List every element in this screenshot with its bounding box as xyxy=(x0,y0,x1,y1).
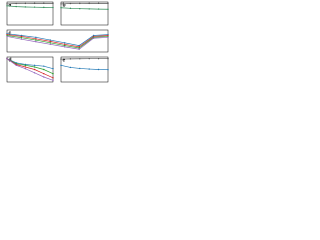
data-point xyxy=(49,39,51,41)
series-line xyxy=(6,35,109,49)
series-line xyxy=(6,5,54,8)
data-point xyxy=(64,44,66,47)
series-line xyxy=(6,58,54,79)
data-point xyxy=(78,48,80,50)
data-point xyxy=(60,64,62,67)
data-point xyxy=(6,35,8,38)
data-point xyxy=(97,68,100,71)
data-point xyxy=(78,44,80,47)
data-point xyxy=(69,58,72,60)
data-point xyxy=(43,76,45,78)
data-point xyxy=(88,68,90,70)
data-point xyxy=(52,2,54,5)
data-point xyxy=(43,68,45,71)
series-line xyxy=(60,2,108,5)
data-point xyxy=(64,43,66,45)
plot-frame xyxy=(60,1,109,26)
data-point xyxy=(60,7,62,9)
data-point xyxy=(33,66,36,68)
data-point xyxy=(43,72,45,75)
data-point xyxy=(49,43,51,45)
data-point xyxy=(24,64,27,67)
data-point xyxy=(24,6,27,8)
data-point xyxy=(43,65,45,67)
data-point xyxy=(60,3,62,5)
data-point xyxy=(107,57,109,60)
page: {"chart_data": [ {"type": "line", "panel… xyxy=(0,0,110,84)
data-point xyxy=(43,6,45,9)
data-point xyxy=(49,40,51,43)
data-point xyxy=(69,7,72,10)
data-point xyxy=(33,68,36,71)
series-line xyxy=(6,58,54,74)
data-point xyxy=(52,72,54,75)
data-point xyxy=(49,42,51,44)
data-point xyxy=(92,37,95,39)
data-point xyxy=(52,79,54,82)
panel-label: e xyxy=(63,57,66,63)
data-point xyxy=(64,42,66,44)
data-point xyxy=(79,2,81,5)
data-point xyxy=(107,36,109,39)
data-point xyxy=(33,72,36,74)
data-point xyxy=(78,46,80,48)
data-point xyxy=(35,41,37,43)
series-line xyxy=(6,58,54,70)
series-line xyxy=(6,36,109,50)
panel-label: a xyxy=(9,2,12,8)
data-point xyxy=(15,64,17,67)
data-point xyxy=(24,67,27,70)
data-point xyxy=(24,2,27,5)
data-point xyxy=(69,2,72,5)
data-point xyxy=(88,8,90,10)
data-point xyxy=(79,67,81,70)
data-point xyxy=(15,5,17,8)
data-point xyxy=(24,66,27,68)
data-point xyxy=(97,2,100,5)
data-point xyxy=(35,36,37,39)
data-point xyxy=(15,2,17,5)
data-point xyxy=(64,46,66,48)
data-point xyxy=(35,39,37,41)
data-point xyxy=(107,8,109,10)
data-point xyxy=(69,66,72,69)
figure: a bcd e xyxy=(6,1,109,83)
data-point xyxy=(20,37,23,39)
data-point xyxy=(33,2,36,5)
data-point xyxy=(88,2,90,5)
data-point xyxy=(20,38,23,40)
data-point xyxy=(6,3,8,5)
panel-label: b xyxy=(63,2,66,8)
series-line xyxy=(60,7,109,10)
data-point xyxy=(43,2,45,5)
data-point xyxy=(20,35,23,38)
series-line xyxy=(6,34,109,48)
plot-frame xyxy=(6,56,54,83)
data-point xyxy=(6,5,8,7)
series-line xyxy=(6,58,54,81)
data-point xyxy=(97,57,100,60)
plot-frame xyxy=(6,29,109,53)
panel-label: c xyxy=(9,30,12,36)
data-point xyxy=(78,47,80,49)
data-point xyxy=(97,8,100,10)
series-line xyxy=(6,2,53,5)
data-point xyxy=(33,6,36,8)
data-point xyxy=(107,69,109,71)
data-point xyxy=(52,6,54,9)
data-point xyxy=(79,8,81,10)
data-point xyxy=(52,67,54,70)
data-point xyxy=(52,77,54,79)
data-point xyxy=(107,2,109,5)
data-point xyxy=(60,58,62,60)
data-point xyxy=(88,57,90,60)
data-point xyxy=(33,64,36,67)
data-point xyxy=(35,38,37,40)
data-point xyxy=(6,57,8,60)
series-line xyxy=(6,33,109,46)
series-line xyxy=(60,64,109,71)
plot-frame xyxy=(6,1,54,26)
data-point xyxy=(79,58,81,60)
